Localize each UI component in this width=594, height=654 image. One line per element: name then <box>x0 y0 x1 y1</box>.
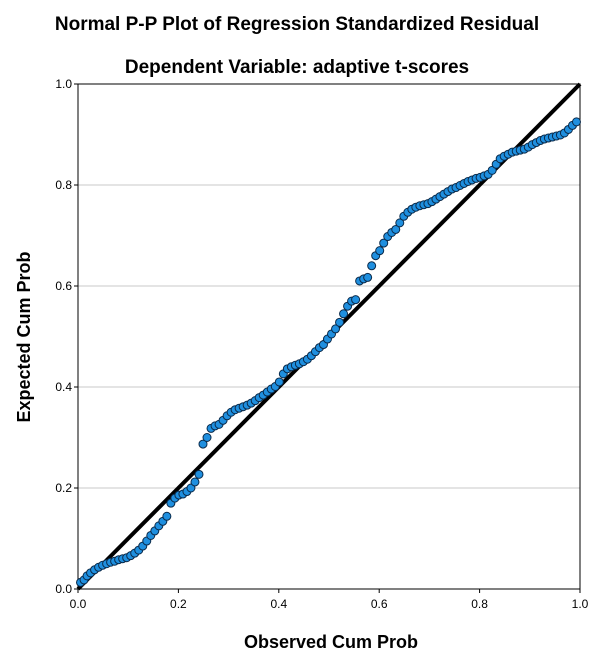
y-axis-title: Expected Cum Prob <box>14 251 34 422</box>
data-point-73 <box>367 261 377 271</box>
data-point-22 <box>162 511 172 521</box>
x-tick-label-4: 0.8 <box>471 597 488 611</box>
x-tick-label-3: 0.6 <box>371 597 388 611</box>
data-point-30 <box>194 469 204 479</box>
data-point-32 <box>202 433 212 442</box>
data-point-80 <box>395 218 405 228</box>
x-tick-label-5: 1.0 <box>572 597 589 611</box>
chart-title: Normal P-P Plot of Regression Standardiz… <box>55 14 539 35</box>
data-point-65 <box>335 317 345 327</box>
x-tick-label-2: 0.4 <box>270 597 287 611</box>
x-axis-ticks: 0.0 0.2 0.4 0.6 0.8 1.0 <box>70 589 589 611</box>
data-point-66 <box>339 309 349 319</box>
data-point-31 <box>198 439 208 449</box>
y-tick-label-2: 0.4 <box>55 380 72 394</box>
y-tick-label-4: 0.8 <box>55 178 72 192</box>
y-tick-label-1: 0.2 <box>55 481 72 495</box>
y-tick-label-3: 0.6 <box>55 279 72 293</box>
gridlines <box>78 184 580 489</box>
y-tick-label-5: 1.0 <box>55 77 72 91</box>
y-tick-label-0: 0.0 <box>55 582 72 596</box>
data-point-64 <box>331 324 341 334</box>
data-point-29 <box>190 477 200 487</box>
data-point-76 <box>379 238 389 248</box>
data-points <box>76 117 581 587</box>
data-point-50 <box>274 377 284 387</box>
data-point-28 <box>186 483 196 493</box>
x-tick-label-1: 0.2 <box>170 597 187 611</box>
data-point-75 <box>375 246 385 256</box>
plot-area-frame <box>77 83 581 590</box>
data-point-103 <box>487 165 497 175</box>
data-point-72 <box>363 272 373 282</box>
chart-subtitle: Dependent Variable: adaptive t-scores <box>125 57 469 78</box>
data-point-69 <box>351 295 361 305</box>
x-axis-title: Observed Cum Prob <box>244 632 418 652</box>
data-point-79 <box>391 224 401 234</box>
y-axis-ticks: 0.0 0.2 0.4 0.6 0.8 1.0 <box>55 77 78 596</box>
data-point-124 <box>571 117 581 127</box>
x-tick-label-0: 0.0 <box>70 597 87 611</box>
